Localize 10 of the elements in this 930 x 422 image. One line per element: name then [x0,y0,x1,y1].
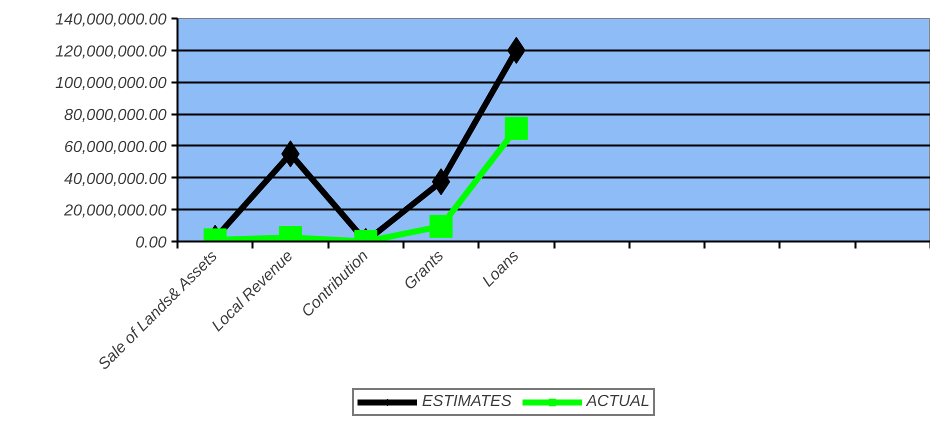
y-tick-label: 60,000,000.00 [64,138,167,156]
y-tick-label: 0.00 [135,234,167,252]
y-tick-label: 120,000,000.00 [55,43,167,60]
y-tick-label: 100,000,000.00 [55,75,167,92]
y-tick-label: 40,000,000.00 [64,170,167,188]
legend-label: ACTUAL [586,393,650,411]
legend-label: ESTIMATES [422,393,512,411]
y-tick-label: 140,000,000.00 [55,12,167,28]
y-tick-label: 20,000,000.00 [63,202,167,220]
y-tick-label: 80,000,000.00 [64,107,167,124]
